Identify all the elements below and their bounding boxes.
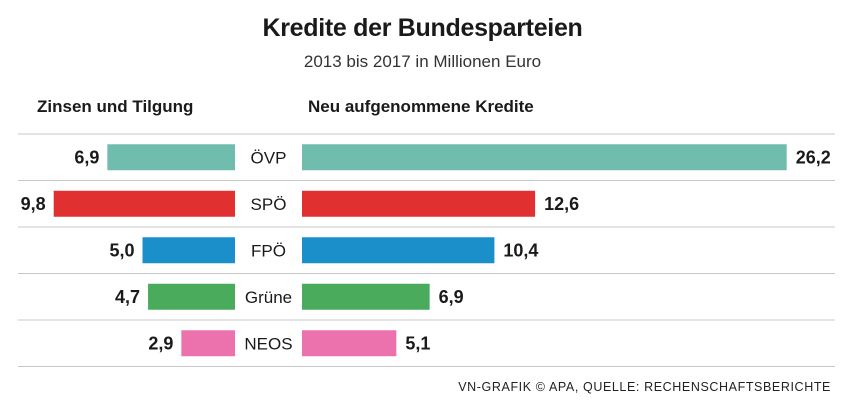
category-label: ÖVP bbox=[251, 148, 287, 167]
left-bar-label: 6,9 bbox=[74, 147, 99, 167]
left-bar-label: 4,7 bbox=[115, 287, 140, 307]
category-label: FPÖ bbox=[251, 241, 286, 260]
right-column-heading: Neu aufgenommene Kredite bbox=[308, 97, 534, 116]
right-bar-label: 6,9 bbox=[439, 287, 464, 307]
right-bar bbox=[302, 144, 787, 171]
left-bar-label: 2,9 bbox=[148, 333, 173, 353]
right-bar-label: 10,4 bbox=[503, 240, 538, 260]
left-column-heading: Zinsen und Tilgung bbox=[37, 97, 194, 116]
right-bar-label: 12,6 bbox=[544, 194, 579, 214]
left-bar bbox=[53, 190, 236, 217]
right-bar-label: 26,2 bbox=[796, 147, 831, 167]
right-bar bbox=[302, 283, 430, 310]
category-label: Grüne bbox=[245, 288, 292, 307]
chart-title: Kredite der Bundesparteien bbox=[262, 14, 583, 42]
source-note: VN-GRAFIK © APA, QUELLE: RECHENSCHAFTSBE… bbox=[458, 380, 831, 394]
right-bar bbox=[302, 190, 536, 217]
chart-subtitle: 2013 bis 2017 in Millionen Euro bbox=[303, 52, 542, 71]
left-bar bbox=[181, 330, 235, 357]
left-bar-label: 5,0 bbox=[109, 240, 134, 260]
category-label: NEOS bbox=[244, 334, 292, 353]
left-bar-label: 9,8 bbox=[21, 194, 46, 214]
right-bar bbox=[302, 330, 397, 357]
category-label: SPÖ bbox=[251, 195, 287, 214]
right-bar bbox=[302, 237, 495, 264]
right-bar-label: 5,1 bbox=[405, 333, 430, 353]
left-bar bbox=[142, 237, 235, 264]
left-bar bbox=[107, 144, 235, 171]
left-bar bbox=[148, 283, 235, 310]
